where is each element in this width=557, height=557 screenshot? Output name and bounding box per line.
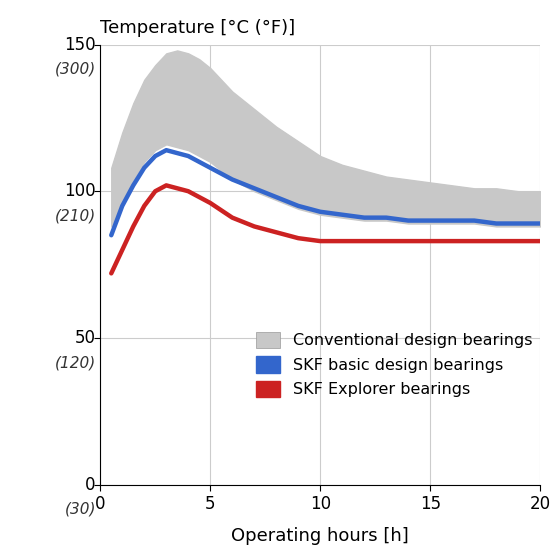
Text: 0: 0 (85, 476, 96, 494)
Text: Temperature [°C (°F)]: Temperature [°C (°F)] (100, 19, 295, 37)
Text: (120): (120) (55, 338, 96, 370)
Text: (300): (300) (55, 45, 96, 77)
Text: (210): (210) (55, 191, 96, 224)
Text: 150: 150 (64, 36, 96, 53)
Legend: Conventional design bearings, SKF basic design bearings, SKF Explorer bearings: Conventional design bearings, SKF basic … (256, 332, 532, 397)
Text: (30): (30) (65, 485, 96, 517)
Text: 100: 100 (64, 182, 96, 200)
Text: 50: 50 (75, 329, 96, 347)
X-axis label: Operating hours [h]: Operating hours [h] (231, 527, 409, 545)
